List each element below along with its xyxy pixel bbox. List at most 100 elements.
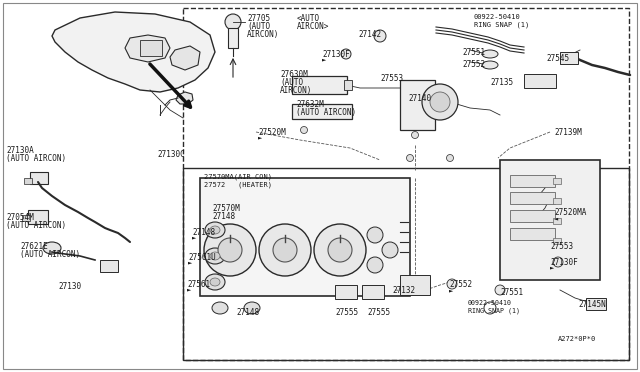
Bar [183, 8, 629, 360]
Text: RING SNAP (1): RING SNAP (1) [474, 22, 529, 29]
Text: 27130F: 27130F [322, 50, 349, 59]
Text: RING SNAP (1): RING SNAP (1) [468, 308, 520, 314]
Text: 00922-50410: 00922-50410 [468, 300, 512, 306]
Bar [553, 198, 561, 204]
Text: ►: ► [258, 134, 262, 140]
Text: ►: ► [550, 264, 554, 270]
Text: 27621E: 27621E [20, 242, 48, 251]
Bar [292, 104, 352, 119]
Bar [183, 168, 629, 360]
Polygon shape [125, 35, 170, 62]
Bar [140, 40, 162, 56]
Ellipse shape [205, 274, 225, 290]
Bar [510, 192, 555, 204]
Bar [553, 178, 561, 184]
Text: 27148: 27148 [236, 308, 259, 317]
Bar [200, 178, 410, 296]
Text: A272*0P*0: A272*0P*0 [557, 336, 596, 342]
Text: 27555: 27555 [367, 308, 390, 317]
Bar [22, 215, 30, 221]
Circle shape [301, 126, 307, 134]
Circle shape [412, 131, 419, 138]
Text: 27135: 27135 [490, 78, 513, 87]
Text: 27130A: 27130A [6, 146, 34, 155]
Text: 27551: 27551 [462, 48, 485, 57]
Ellipse shape [205, 248, 225, 264]
Text: 27148: 27148 [192, 228, 215, 237]
Text: 27561: 27561 [187, 280, 210, 289]
Text: 27520MA: 27520MA [554, 208, 586, 217]
Text: 27553: 27553 [550, 242, 573, 251]
Text: 27148: 27148 [212, 212, 235, 221]
Text: (AUTO AIRCON): (AUTO AIRCON) [20, 250, 80, 259]
Text: 27520M: 27520M [258, 128, 285, 137]
Text: 27552: 27552 [462, 60, 485, 69]
Ellipse shape [43, 242, 61, 254]
Polygon shape [176, 92, 193, 104]
Text: 27570MA(AIR CON): 27570MA(AIR CON) [204, 173, 272, 180]
Bar [228, 28, 238, 48]
Text: 27555: 27555 [335, 308, 358, 317]
Text: 27140: 27140 [408, 94, 431, 103]
Ellipse shape [244, 302, 260, 314]
Polygon shape [52, 12, 215, 92]
Text: 27130F: 27130F [550, 258, 578, 267]
Text: AIRCON>: AIRCON> [297, 22, 330, 31]
Text: 27632M: 27632M [296, 100, 324, 109]
Ellipse shape [482, 50, 498, 58]
Circle shape [447, 154, 454, 161]
Text: 27142: 27142 [358, 30, 381, 39]
Ellipse shape [210, 278, 220, 286]
Circle shape [367, 257, 383, 273]
Bar [400, 80, 435, 130]
Bar [510, 175, 555, 187]
Bar [292, 76, 347, 94]
Text: 27551: 27551 [500, 288, 523, 297]
Text: (AUTO: (AUTO [247, 22, 270, 31]
Text: 27054M: 27054M [6, 213, 34, 222]
Text: ◄: ◄ [554, 215, 558, 221]
Bar [510, 210, 555, 222]
Text: 27130C: 27130C [157, 150, 185, 159]
Ellipse shape [205, 222, 225, 238]
Text: (AUTO: (AUTO [280, 78, 303, 87]
Bar [24, 178, 32, 184]
Text: ►: ► [322, 56, 326, 62]
Bar [553, 218, 561, 224]
Bar [100, 260, 118, 272]
Bar [30, 172, 48, 184]
Bar [344, 80, 352, 90]
Text: 27630M: 27630M [280, 70, 308, 79]
Circle shape [204, 224, 256, 276]
Text: 27132: 27132 [392, 286, 415, 295]
Circle shape [447, 279, 457, 289]
Circle shape [341, 49, 351, 59]
Ellipse shape [210, 252, 220, 260]
Text: 27130: 27130 [58, 282, 81, 291]
Text: 27545: 27545 [546, 54, 569, 63]
Circle shape [314, 224, 366, 276]
Circle shape [225, 14, 241, 30]
Circle shape [553, 257, 563, 267]
Bar [335, 285, 357, 299]
Text: <AUTO: <AUTO [297, 14, 320, 23]
Circle shape [406, 154, 413, 161]
Circle shape [259, 224, 311, 276]
Polygon shape [170, 46, 200, 70]
Circle shape [328, 238, 352, 262]
Text: 27553: 27553 [380, 74, 403, 83]
Bar [362, 285, 384, 299]
Circle shape [367, 227, 383, 243]
Circle shape [495, 285, 505, 295]
Text: 27572   (HEATER): 27572 (HEATER) [204, 181, 272, 187]
Text: ►: ► [187, 286, 191, 292]
Circle shape [382, 242, 398, 258]
Text: (AUTO AIRCON): (AUTO AIRCON) [296, 108, 356, 117]
Text: 27705: 27705 [247, 14, 270, 23]
Bar [400, 275, 430, 295]
Text: (AUTO AIRCON): (AUTO AIRCON) [6, 221, 66, 230]
Text: 27139M: 27139M [554, 128, 582, 137]
Ellipse shape [212, 302, 228, 314]
Ellipse shape [210, 226, 220, 234]
Text: AIRCON): AIRCON) [247, 30, 280, 39]
